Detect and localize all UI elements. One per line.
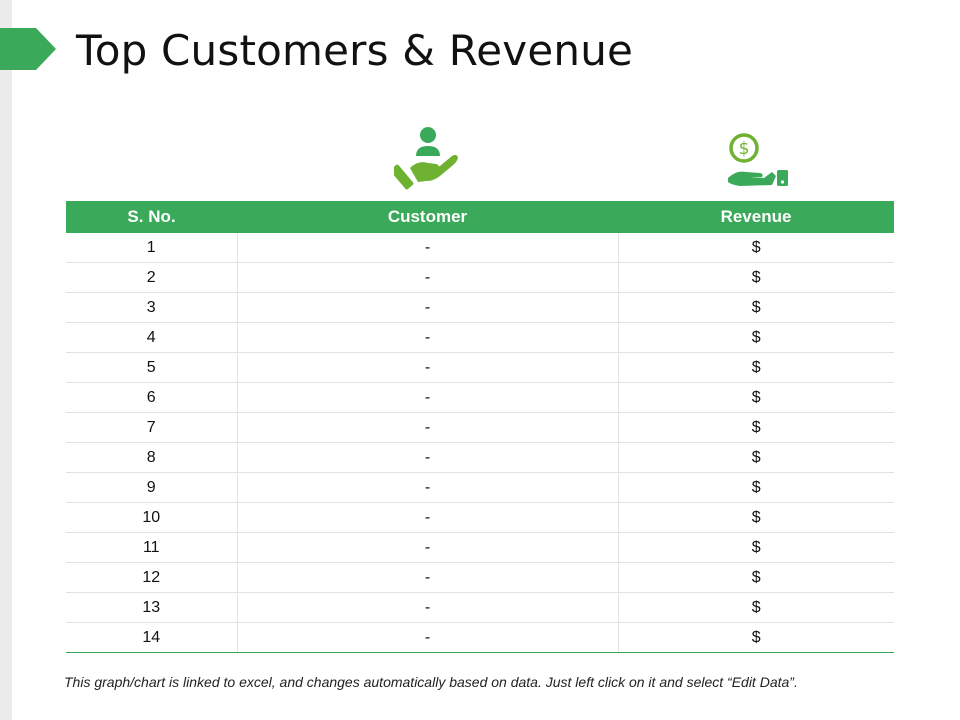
cell-revenue: $ <box>617 442 894 473</box>
cell-sno: 14 <box>66 622 237 653</box>
cell-revenue: $ <box>617 322 894 353</box>
money-hand-icon: $ <box>728 133 788 186</box>
cell-sno: 12 <box>66 562 237 593</box>
cell-sno: 7 <box>66 412 237 443</box>
header-customer: Customer <box>237 201 618 233</box>
customer-hand-icon <box>394 127 458 190</box>
table-row: 6- $ <box>66 382 894 413</box>
cell-sno: 10 <box>66 502 237 533</box>
table-row: 12- $ <box>66 562 894 593</box>
cell-customer: - <box>236 233 618 263</box>
cell-customer: - <box>236 592 618 623</box>
cell-sno: 13 <box>66 592 237 623</box>
cell-sno: 5 <box>66 352 237 383</box>
footnote: This graph/chart is linked to excel, and… <box>64 674 798 690</box>
cell-sno: 4 <box>66 322 237 353</box>
cell-revenue: $ <box>617 562 894 593</box>
cell-customer: - <box>236 442 618 473</box>
table-row: 8- $ <box>66 442 894 473</box>
page-title: Top Customers & Revenue <box>76 26 634 75</box>
cell-customer: - <box>236 262 618 293</box>
cell-sno: 11 <box>66 532 237 563</box>
cell-customer: - <box>236 412 618 443</box>
cell-customer: - <box>236 622 618 653</box>
table-row: 11- $ <box>66 532 894 563</box>
cell-sno: 1 <box>66 233 237 263</box>
header-revenue: Revenue <box>618 201 894 233</box>
cell-revenue: $ <box>617 233 894 263</box>
left-edge-strip <box>0 0 12 720</box>
cell-customer: - <box>236 562 618 593</box>
cell-revenue: $ <box>617 382 894 413</box>
table-row: 1- $ <box>66 233 894 263</box>
cell-customer: - <box>236 502 618 533</box>
title-arrow-marker <box>0 28 56 70</box>
cell-customer: - <box>236 292 618 323</box>
cell-revenue: $ <box>617 262 894 293</box>
customers-table: S. No. Customer Revenue 1- $2- $3- $4- $5- $6… <box>66 201 894 653</box>
table-row: 9- $ <box>66 472 894 503</box>
cell-revenue: $ <box>617 352 894 383</box>
cell-sno: 9 <box>66 472 237 503</box>
table-body: 1- $2- $3- $4- $5- $6- $7- $8- $9- $10- $11- $12- $1… <box>66 233 894 653</box>
table-row: 3- $ <box>66 292 894 323</box>
cell-revenue: $ <box>617 592 894 623</box>
svg-text:$: $ <box>739 139 750 159</box>
cell-sno: 3 <box>66 292 237 323</box>
table-header-row: S. No. Customer Revenue <box>66 201 894 233</box>
cell-revenue: $ <box>617 472 894 503</box>
cell-sno: 2 <box>66 262 237 293</box>
cell-customer: - <box>236 322 618 353</box>
cell-revenue: $ <box>617 532 894 563</box>
table-row: 5- $ <box>66 352 894 383</box>
table-row: 13- $ <box>66 592 894 623</box>
table-row: 2- $ <box>66 262 894 293</box>
table-row: 14- $ <box>66 622 894 653</box>
cell-revenue: $ <box>617 292 894 323</box>
table-row: 7- $ <box>66 412 894 443</box>
cell-revenue: $ <box>617 412 894 443</box>
cell-customer: - <box>236 532 618 563</box>
cell-sno: 6 <box>66 382 237 413</box>
header-sno: S. No. <box>66 201 237 233</box>
cell-revenue: $ <box>617 622 894 653</box>
cell-customer: - <box>236 472 618 503</box>
table-row: 10- $ <box>66 502 894 533</box>
cell-sno: 8 <box>66 442 237 473</box>
cell-customer: - <box>236 382 618 413</box>
cell-revenue: $ <box>617 502 894 533</box>
cell-customer: - <box>236 352 618 383</box>
table-row: 4- $ <box>66 322 894 353</box>
